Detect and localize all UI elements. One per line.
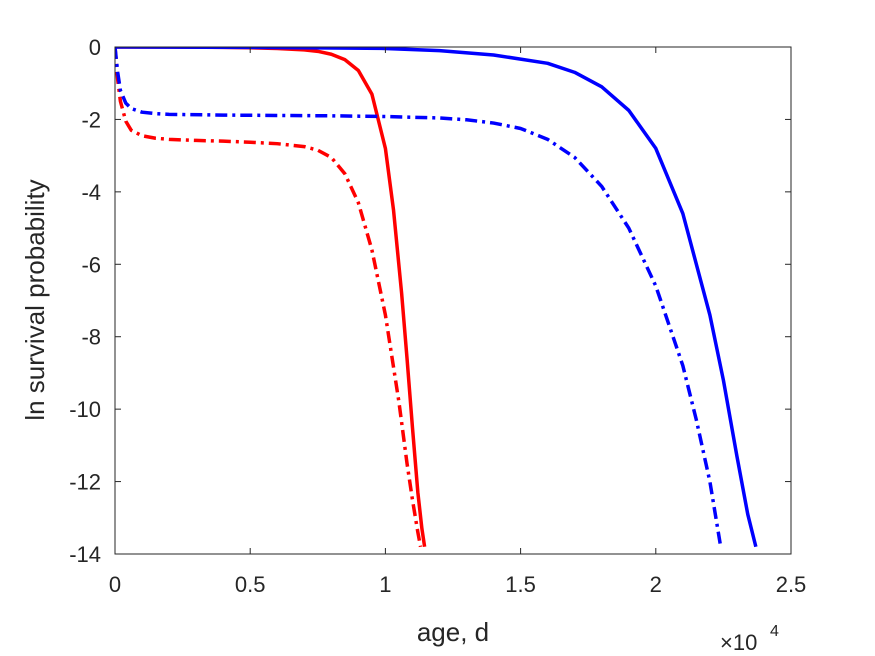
x-axis-label: age, d [417,617,489,647]
y-tick-label: -6 [81,252,101,277]
y-tick-label: -2 [81,107,101,132]
x-tick-label: 1.5 [505,572,536,597]
y-axis-label: ln survival probability [20,179,50,420]
x-tick-label: 0 [109,572,121,597]
series-line-3 [115,47,758,548]
plot-area [115,47,791,554]
y-ticks: 0 -2 -4 -6 -8 -10 -12 -14 [69,35,791,567]
x-ticks: 0 0.5 1 1.5 2 2.5 [109,47,806,597]
y-tick-label: 0 [89,35,101,60]
x-multiplier-base: ×10 [720,630,757,655]
y-tick-label: -4 [81,180,101,205]
x-multiplier-exponent: 4 [770,623,779,640]
x-tick-label: 2.5 [776,572,807,597]
y-tick-label: -12 [69,470,101,495]
x-multiplier: ×10 4 [720,623,779,655]
series-line-2 [115,47,423,548]
y-tick-label: -8 [81,325,101,350]
x-tick-label: 1 [379,572,391,597]
x-tick-label: 0.5 [235,572,266,597]
axes-box [114,46,792,555]
x-tick-label: 2 [650,572,662,597]
y-tick-label: -10 [69,397,101,422]
y-tick-label: -14 [69,542,101,567]
